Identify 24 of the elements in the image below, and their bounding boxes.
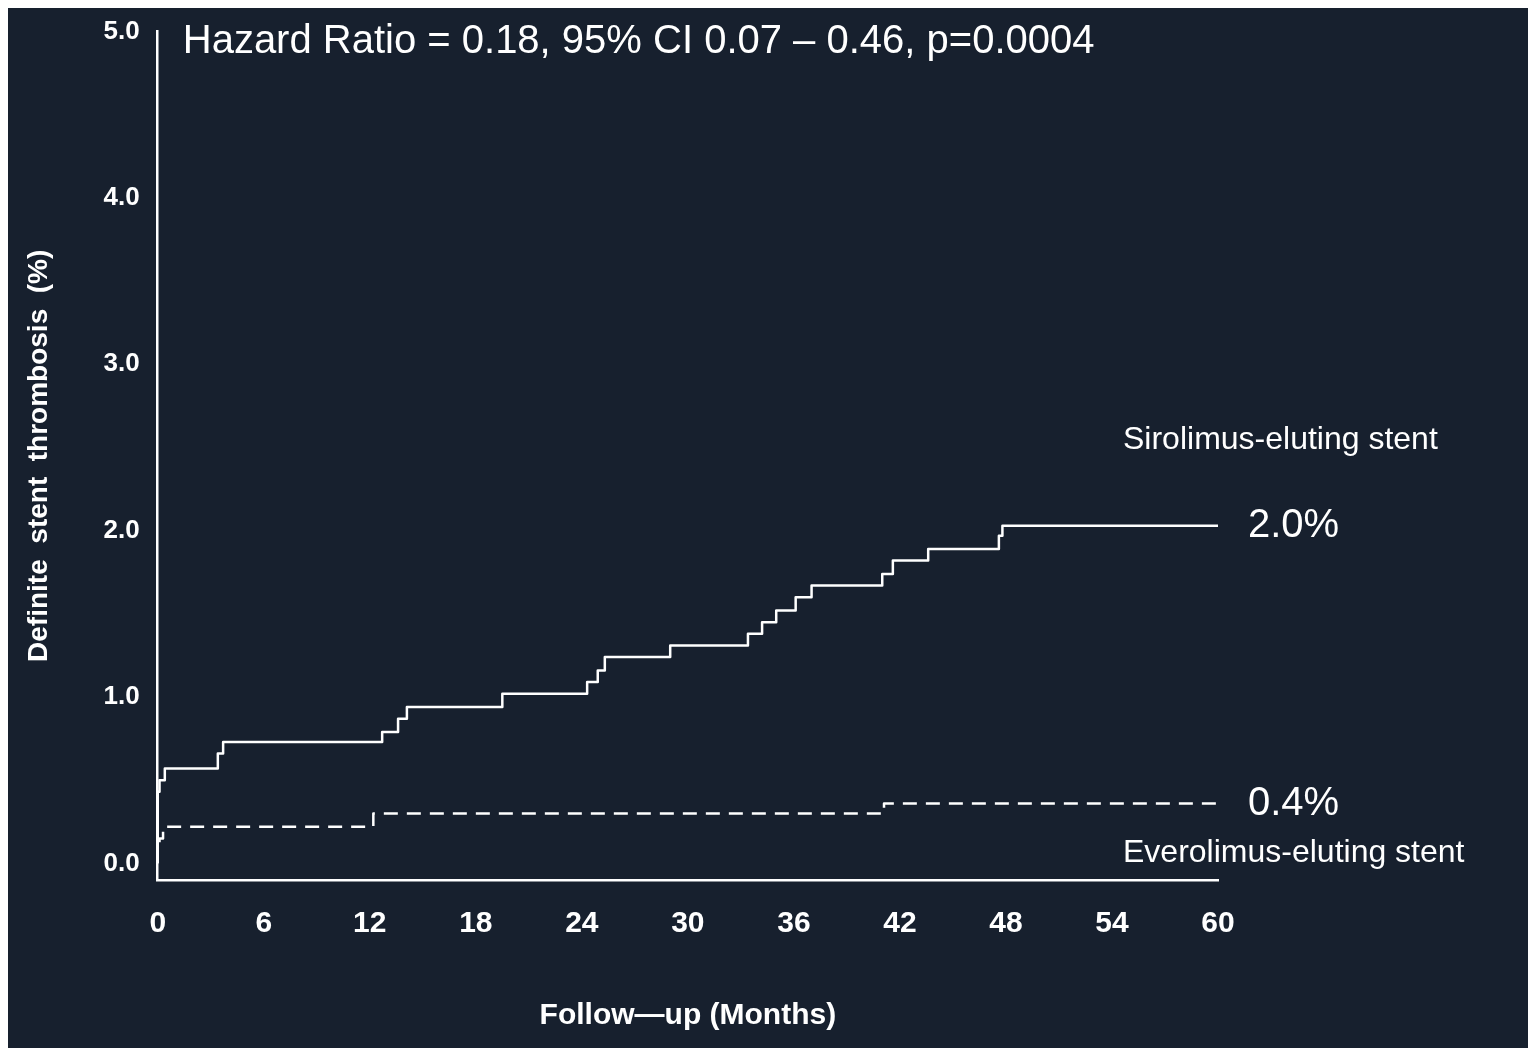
x-tick-label: 0 [149,905,167,939]
text: Sirolimus-eluting stent [1123,420,1438,457]
series-label: Everolimus-eluting stent [1123,833,1465,870]
x-tick-label: 24 [565,905,599,939]
x-tick-label: 42 [883,905,917,939]
annotation: Hazard Ratio = 0.18, 95% CI 0.07 – 0.46, p=0.0004 [182,17,1095,62]
y-tick-label: 5.0 [103,14,140,45]
y-tick-label: 4.0 [103,181,140,212]
x-tick-label: 6 [255,905,273,939]
y-tick-label: 2.0 [103,513,140,544]
y-tick-label: 1.0 [103,680,140,711]
x-tick-label: 30 [671,905,705,939]
x-tick-label: 54 [1095,905,1129,939]
x-tick-label: 12 [353,905,387,939]
annotation: 2.0% [1248,500,1340,545]
x-tick-label: 36 [777,905,811,939]
y-tick-label: 3.0 [103,347,140,378]
y-tick-label: 0.0 [103,846,140,877]
y-axis-title: Definite stent thrombosis (%) [21,249,53,662]
x-axis-title: Follow—up (Months) [539,997,837,1031]
x-tick-label: 60 [1201,905,1235,939]
annotation: 0.4% [1248,778,1340,823]
x-tick-label: 18 [459,905,493,939]
x-tick-label: 48 [989,905,1023,939]
